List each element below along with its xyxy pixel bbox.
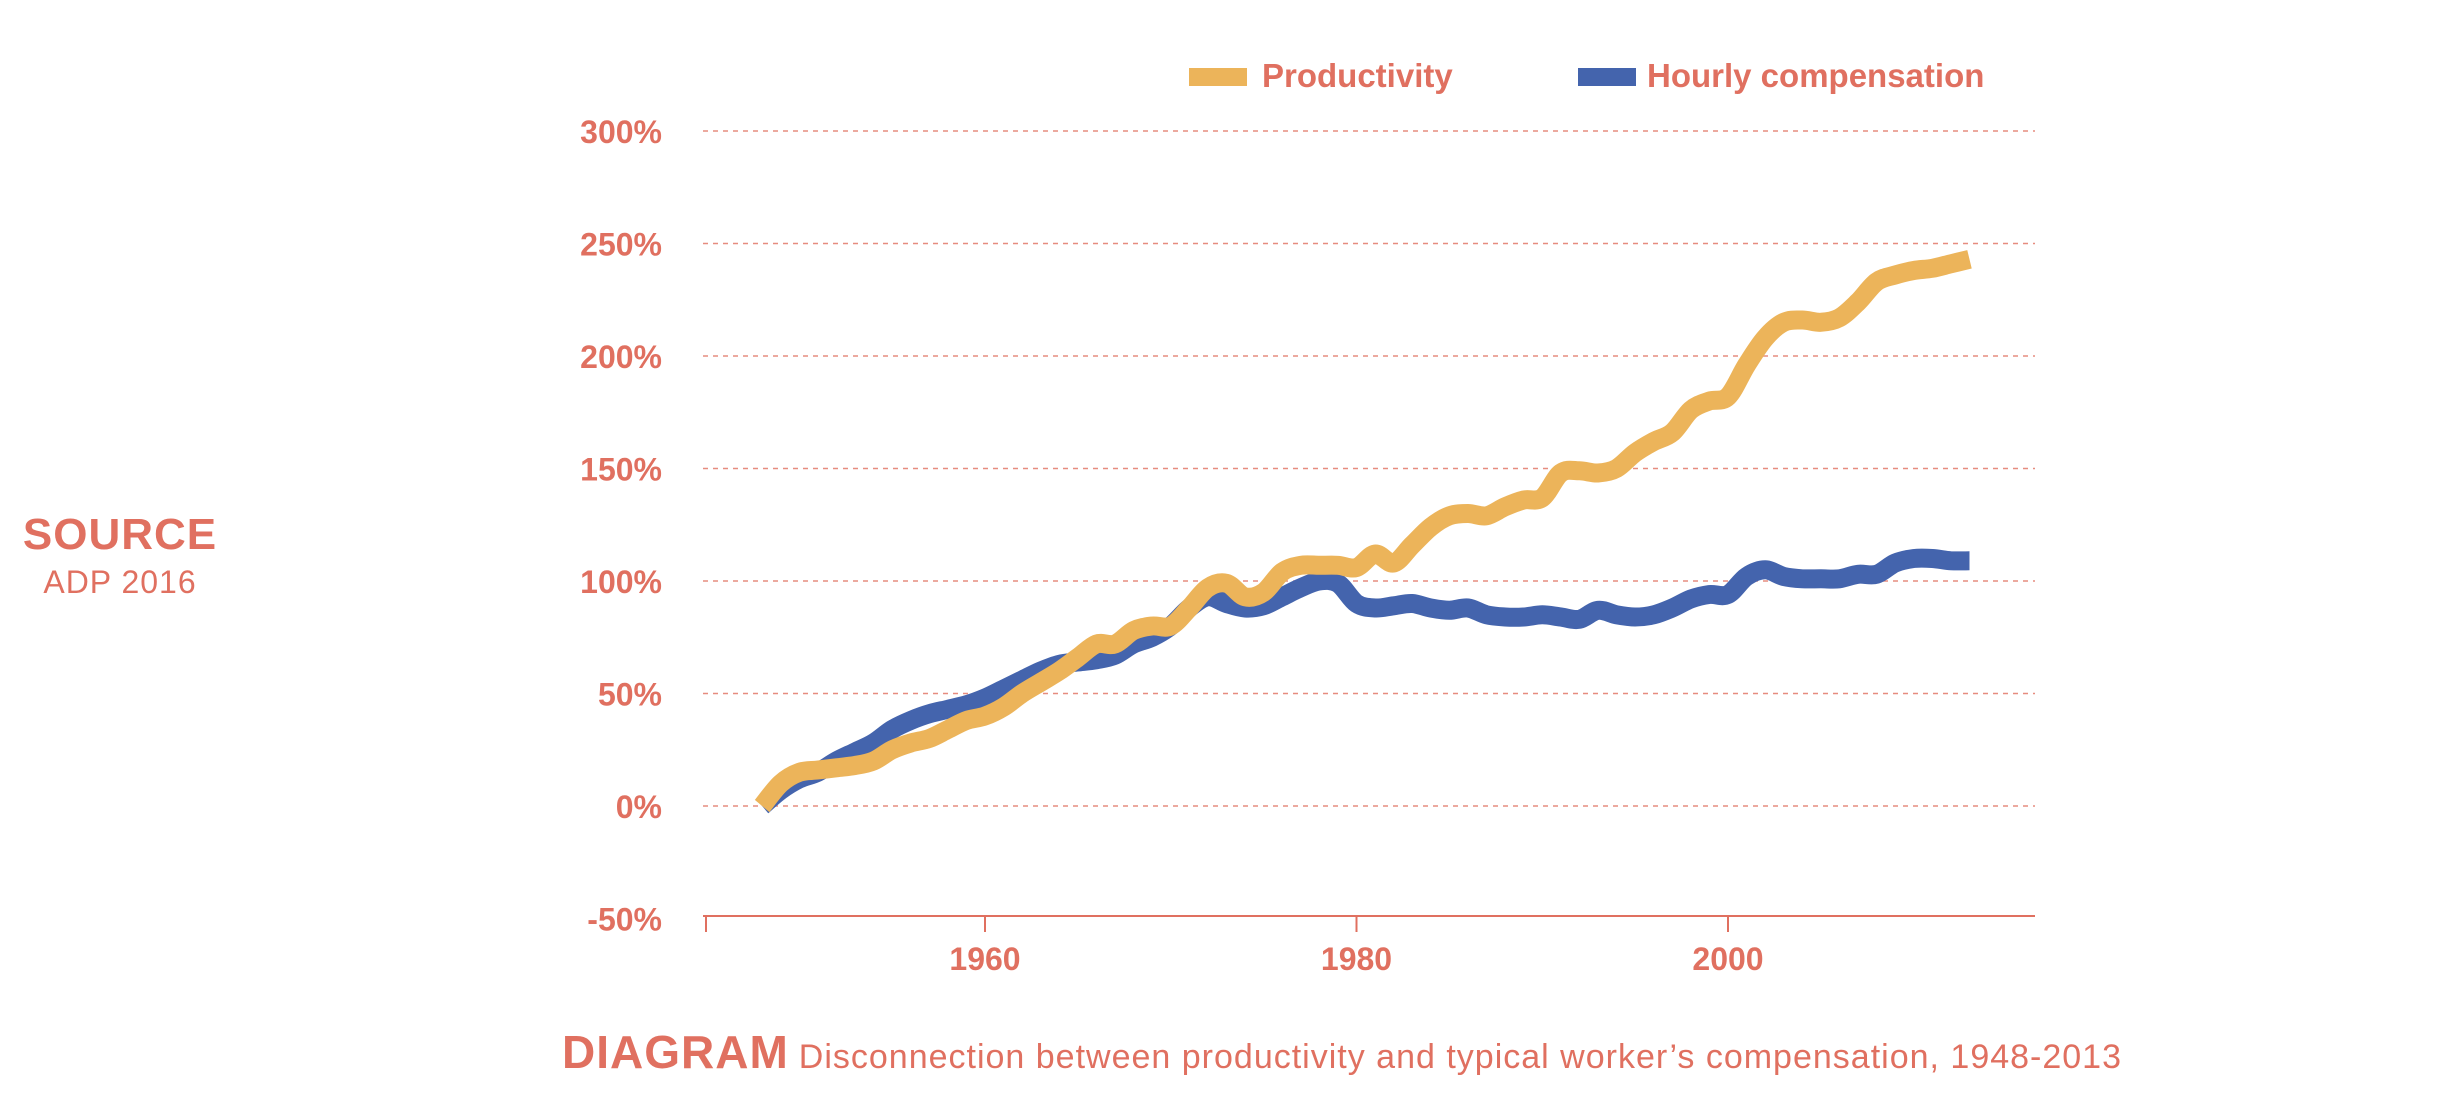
y-tick-label: 100%: [580, 564, 662, 600]
y-tick-label: 200%: [580, 339, 662, 375]
legend-label-hourly-compensation: Hourly compensation: [1647, 57, 1984, 94]
source-value: ADP 2016: [43, 564, 197, 600]
series-line-hourly-compensation: [755, 548, 1970, 814]
legend-label-productivity: Productivity: [1262, 57, 1453, 94]
caption-text: Disconnection between productivity and t…: [798, 1038, 2123, 1076]
y-tick-label: 50%: [598, 677, 662, 713]
series-line-productivity: [754, 250, 1972, 813]
y-tick-label: 150%: [580, 452, 662, 488]
legend-swatch-hourly-compensation: [1578, 68, 1636, 86]
y-axis-tick-labels: -50% 0% 50% 100% 150% 200% 250% 300%: [580, 114, 662, 938]
y-tick-label: 250%: [580, 227, 662, 263]
caption-label: DIAGRAM: [562, 1026, 789, 1078]
source-block: SOURCE ADP 2016: [0, 510, 240, 601]
legend: Productivity Hourly compensation: [1189, 57, 1984, 94]
y-tick-label: 0%: [616, 789, 662, 825]
y-tick-label: -50%: [587, 902, 662, 938]
x-tick-label: 1960: [949, 941, 1020, 977]
diagram-caption: DIAGRAM Disconnection between productivit…: [562, 1025, 2122, 1079]
y-tick-label: 300%: [580, 114, 662, 150]
source-label: SOURCE: [22, 510, 218, 559]
series-lines: [754, 250, 1972, 814]
x-axis: 1960 1980 2000: [703, 915, 2035, 977]
x-tick-label: 1980: [1321, 941, 1392, 977]
gridlines: [703, 130, 2035, 807]
legend-swatch-productivity: [1189, 68, 1247, 86]
x-tick-label: 2000: [1692, 941, 1763, 977]
